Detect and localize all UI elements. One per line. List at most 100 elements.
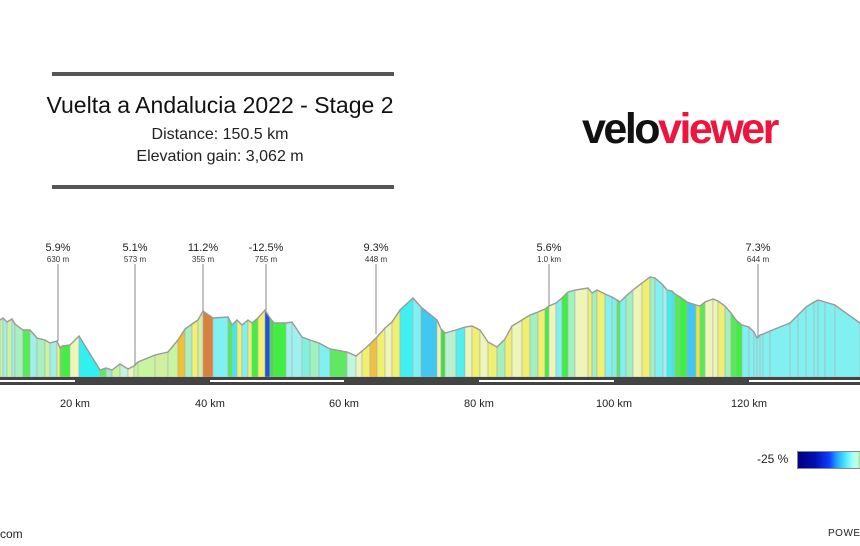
profile-segment bbox=[529, 311, 539, 378]
profile-segment bbox=[177, 327, 186, 378]
profile-segment bbox=[241, 319, 249, 378]
profile-segment bbox=[496, 338, 506, 378]
profile-segment bbox=[591, 289, 598, 378]
profile-segment bbox=[544, 305, 550, 378]
profile-segment bbox=[789, 314, 799, 378]
profile-segment bbox=[537, 308, 546, 378]
distance-tick-label: 100 km bbox=[595, 398, 633, 410]
climb-length-label: 355 m bbox=[192, 255, 215, 264]
stage-elevation-gain: Elevation gain: 3,062 m bbox=[136, 148, 304, 165]
profile-segment bbox=[759, 333, 764, 378]
profile-segment bbox=[769, 322, 791, 378]
climb-gradient-label: 5.9% bbox=[45, 242, 70, 254]
profile-segment bbox=[471, 325, 481, 378]
profile-segment bbox=[686, 301, 697, 378]
profile-segment bbox=[735, 319, 743, 378]
profile-segment bbox=[567, 289, 576, 378]
profile-segment bbox=[616, 299, 621, 378]
climb-length-label: 573 m bbox=[124, 255, 147, 264]
profile-segment bbox=[264, 308, 271, 378]
profile-segment bbox=[555, 297, 563, 378]
profile-segment bbox=[455, 326, 466, 378]
profile-segment bbox=[654, 277, 664, 378]
profile-segment bbox=[361, 343, 371, 378]
profile-segment bbox=[384, 321, 393, 378]
footer-powered-by: POWE bbox=[828, 528, 860, 539]
profile-segment bbox=[309, 339, 320, 378]
profile-segment bbox=[14, 323, 24, 378]
distance-scale-bar bbox=[0, 377, 860, 385]
profile-segment bbox=[464, 325, 473, 378]
title-block: Vuelta a Andalucia 2022 - Stage 2 Distan… bbox=[0, 0, 440, 200]
profile-segment bbox=[649, 276, 656, 378]
profile-segment bbox=[251, 317, 259, 378]
profile-segment bbox=[440, 328, 446, 378]
profile-segment bbox=[704, 298, 714, 378]
logo-velo: velo bbox=[582, 105, 661, 153]
title-rule-bottom bbox=[52, 185, 394, 189]
profile-segment bbox=[191, 319, 199, 378]
climb-gradient-label: -12.5% bbox=[249, 242, 284, 254]
footer-url-fragment: com bbox=[0, 527, 23, 541]
profile-segment bbox=[197, 309, 204, 378]
profile-segment bbox=[619, 295, 627, 378]
climb-length-label: 755 m bbox=[255, 255, 278, 264]
climb-annotation: 5.1%573 m bbox=[122, 242, 148, 366]
profile-segment bbox=[797, 306, 807, 378]
profile-segment bbox=[625, 289, 634, 378]
climb-annotation: -12.5%755 m bbox=[249, 242, 284, 310]
gradient-legend-bar bbox=[797, 451, 860, 469]
climb-length-label: 644 m bbox=[747, 255, 770, 264]
climb-annotation: 11.2%355 m bbox=[188, 242, 219, 311]
profile-segment bbox=[699, 301, 706, 378]
profile-segment bbox=[301, 336, 311, 378]
distance-scale-stripe bbox=[749, 380, 860, 382]
profile-segment bbox=[273, 322, 287, 378]
distance-scale-stripe bbox=[210, 380, 344, 382]
profile-segment bbox=[184, 323, 193, 378]
profile-segment bbox=[521, 314, 531, 378]
profile-segment bbox=[611, 296, 618, 378]
stage-distance: Distance: 150.5 km bbox=[151, 126, 289, 143]
profile-segment bbox=[762, 330, 771, 378]
logo-viewer: viewer bbox=[658, 105, 779, 153]
profile-segment bbox=[511, 319, 523, 378]
climb-gradient-label: 5.6% bbox=[536, 242, 561, 254]
climb-annotation: 9.3%448 m bbox=[363, 242, 389, 334]
profile-segment bbox=[824, 301, 836, 378]
distance-tick-label: 40 km bbox=[195, 398, 225, 410]
profile-segment bbox=[596, 289, 606, 378]
profile-segment bbox=[36, 337, 46, 378]
profile-segment bbox=[236, 319, 243, 378]
profile-segment bbox=[561, 291, 569, 378]
climb-gradient-label: 11.2% bbox=[188, 242, 219, 254]
climb-gradient-label: 5.1% bbox=[122, 242, 147, 254]
profile-segment bbox=[666, 289, 673, 378]
profile-segment bbox=[69, 335, 80, 378]
profile-segment bbox=[724, 305, 732, 378]
profile-segment bbox=[444, 329, 457, 378]
profile-segment bbox=[679, 296, 688, 378]
profile-segment bbox=[2, 317, 8, 378]
profile-segment bbox=[44, 339, 51, 378]
profile-segment bbox=[753, 331, 758, 378]
profile-segment bbox=[632, 282, 643, 378]
climb-gradient-label: 7.3% bbox=[745, 242, 770, 254]
profile-segment bbox=[285, 321, 293, 378]
profile-segment bbox=[487, 341, 498, 378]
profile-segment bbox=[154, 351, 169, 378]
profile-segment bbox=[202, 310, 214, 378]
profile-segment bbox=[834, 304, 860, 378]
profile-segment bbox=[399, 297, 414, 378]
climb-annotation: 5.9%630 m bbox=[45, 242, 71, 341]
profile-segment bbox=[604, 293, 613, 378]
gradient-legend-min-label: -25 % bbox=[757, 452, 789, 466]
climb-gradient-label: 9.3% bbox=[363, 242, 388, 254]
profile-segment bbox=[741, 324, 750, 378]
climb-length-label: 448 m bbox=[365, 255, 388, 264]
profile-segment bbox=[11, 317, 16, 378]
distance-tick-label: 80 km bbox=[464, 398, 494, 410]
profile-segment bbox=[231, 319, 238, 378]
profile-segment bbox=[22, 329, 31, 378]
profile-segment bbox=[412, 297, 422, 378]
